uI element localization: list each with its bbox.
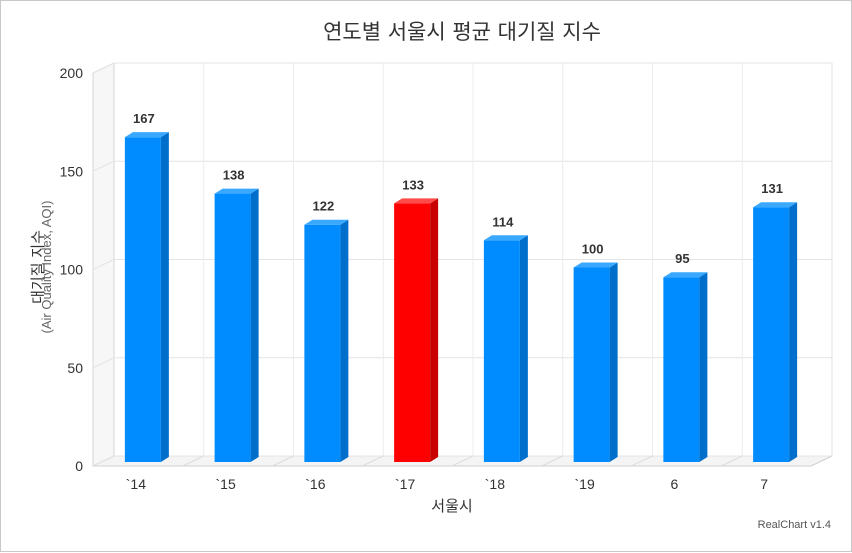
bar-side: [340, 219, 349, 462]
x-axis-label: 서울시: [431, 497, 472, 515]
bar: [483, 235, 528, 462]
grid-line-side: [92, 259, 115, 270]
bars: [124, 132, 798, 462]
floor-line: [451, 455, 474, 467]
data-label: 131: [761, 181, 783, 196]
y-tick-label: 200: [60, 65, 84, 81]
bar-side: [699, 272, 708, 462]
bar: [304, 219, 349, 462]
grid-line-side: [92, 62, 115, 74]
x-tick-label: `17: [395, 476, 415, 492]
bar-top: [124, 132, 169, 138]
bar-side: [519, 235, 528, 462]
y-tick-label: 0: [75, 458, 83, 474]
grid-line-side: [92, 455, 115, 467]
bar: [214, 188, 259, 462]
bar-front: [663, 277, 700, 462]
bar-side: [430, 198, 439, 462]
x-tick-label: `16: [305, 476, 325, 492]
y-tick-label: 50: [67, 360, 83, 376]
x-tick-label: `18: [485, 476, 505, 492]
data-label: 138: [223, 168, 245, 183]
bar-front: [483, 240, 520, 462]
bar-top: [753, 202, 798, 208]
data-label: 95: [675, 251, 689, 266]
x-tick-label: 6: [670, 476, 678, 492]
floor-line: [182, 455, 204, 467]
bar-side: [250, 188, 259, 462]
data-label: 167: [133, 111, 155, 126]
bar-front: [753, 207, 790, 462]
grid-line-side: [92, 160, 115, 172]
bar: [124, 132, 169, 462]
floor-line: [631, 455, 653, 467]
bar-top: [394, 198, 439, 204]
bar: [753, 202, 798, 462]
grid-line-side: [92, 357, 115, 369]
x-tick-label: `15: [216, 476, 236, 492]
bar-top: [663, 272, 708, 278]
x-tick-label: 7: [760, 476, 768, 492]
data-labels: 167 138 122 133 114 100 95 131: [133, 111, 783, 266]
bar-front: [124, 137, 161, 462]
bar-front: [394, 203, 431, 462]
bar-top: [214, 188, 259, 194]
floor-line: [362, 455, 384, 467]
bar: [394, 198, 439, 462]
bar-front: [214, 193, 251, 462]
bar-front: [573, 267, 610, 462]
bar-side: [609, 262, 618, 462]
y-axis-title: 대기질 지수 (Air Quality Index, AQI): [29, 201, 54, 334]
floor-line: [541, 455, 563, 467]
y-tick-label: 100: [60, 262, 84, 278]
y-axis-label: 대기질 지수: [29, 230, 47, 304]
bar-side: [160, 132, 169, 462]
y-axis-ticks: 0 50 100 150 200: [60, 65, 84, 474]
floor-line: [721, 455, 743, 467]
data-label: 100: [582, 242, 604, 257]
y-tick-label: 150: [60, 163, 84, 179]
bar: [663, 272, 708, 462]
bar: [573, 262, 618, 462]
bar-front: [304, 224, 341, 462]
data-label: 122: [313, 199, 335, 214]
bar-top: [573, 262, 618, 268]
bar-top: [304, 219, 349, 225]
x-tick-label: `14: [126, 476, 146, 492]
chart-title: 연도별 서울시 평균 대기질 지수: [323, 20, 601, 44]
data-label: 114: [492, 214, 514, 229]
bar-top: [483, 235, 528, 241]
y-axis-sublabel: (Air Quality Index, AQI): [39, 201, 54, 334]
data-label: 133: [402, 177, 424, 192]
bar-side: [789, 202, 798, 462]
credit-label: RealChart v1.4: [758, 519, 831, 531]
floor-line: [272, 455, 294, 467]
x-tick-label: `19: [575, 476, 595, 492]
x-axis-ticks: `14 `15 `16 `17 `18 `19 6 7: [126, 476, 768, 492]
